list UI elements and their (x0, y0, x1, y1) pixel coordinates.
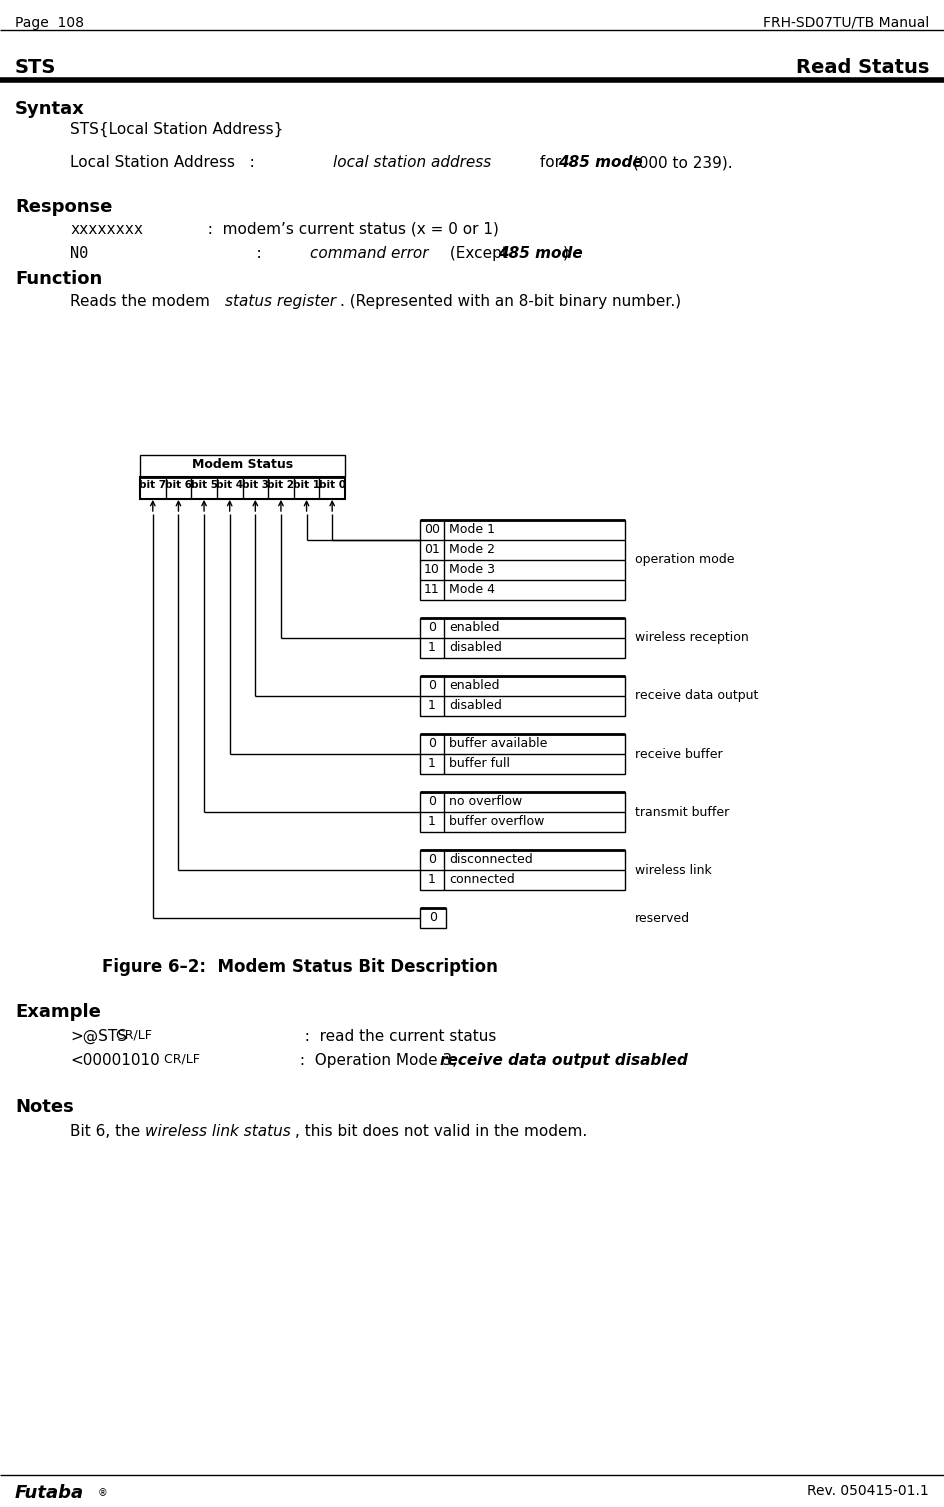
Text: Figure 6–2:  Modem Status Bit Description: Figure 6–2: Modem Status Bit Description (102, 958, 497, 977)
Text: connected: connected (449, 873, 514, 886)
Text: Syntax: Syntax (15, 99, 85, 118)
Text: bit 2: bit 2 (267, 481, 295, 490)
Text: bit 4: bit 4 (216, 481, 244, 490)
Bar (420, 618, 625, 659)
Text: 1: 1 (428, 815, 436, 827)
Text: 485 mode: 485 mode (558, 155, 643, 170)
Text: STS{Local Station Address}: STS{Local Station Address} (70, 122, 283, 137)
Text: Mode 1: Mode 1 (449, 523, 495, 536)
Text: local station address: local station address (333, 155, 491, 170)
Text: wireless link status: wireless link status (145, 1124, 291, 1139)
Text: bit 6: bit 6 (165, 481, 192, 490)
Text: 1: 1 (428, 699, 436, 711)
Text: transmit buffer: transmit buffer (635, 806, 730, 818)
Text: CR/LF: CR/LF (160, 1053, 200, 1065)
Text: 485 mode: 485 mode (498, 246, 582, 261)
Text: 11: 11 (424, 583, 440, 595)
Bar (140, 478, 345, 499)
Text: Rev. 050415-01.1: Rev. 050415-01.1 (807, 1484, 929, 1498)
Text: enabled: enabled (449, 680, 499, 692)
Text: CR/LF: CR/LF (112, 1029, 152, 1041)
Text: Futaba: Futaba (15, 1484, 84, 1502)
Text: Bit 6, the: Bit 6, the (70, 1124, 145, 1139)
Text: 1: 1 (428, 873, 436, 886)
Text: status register: status register (225, 294, 336, 309)
Text: bit 7: bit 7 (140, 481, 166, 490)
Text: Mode 4: Mode 4 (449, 583, 495, 595)
Text: :  Operation Mode 3,: : Operation Mode 3, (295, 1053, 462, 1068)
Text: Response: Response (15, 197, 112, 216)
Text: N0: N0 (70, 246, 88, 261)
Text: receive data output: receive data output (635, 690, 758, 702)
Bar (140, 455, 345, 478)
Text: <00001010: <00001010 (70, 1053, 160, 1068)
Text: disconnected: disconnected (449, 853, 532, 867)
Text: 0: 0 (428, 853, 436, 867)
Bar (420, 520, 625, 600)
Text: bit 3: bit 3 (242, 481, 269, 490)
Bar (420, 677, 625, 716)
Text: 0: 0 (428, 737, 436, 750)
Text: buffer available: buffer available (449, 737, 548, 750)
Text: 10: 10 (424, 564, 440, 576)
Text: receive data output disabled: receive data output disabled (440, 1053, 688, 1068)
Text: Notes: Notes (15, 1099, 74, 1117)
Text: no overflow: no overflow (449, 796, 522, 808)
Text: disabled: disabled (449, 699, 502, 711)
Text: command error: command error (310, 246, 429, 261)
Text: operation mode: operation mode (635, 553, 734, 567)
Text: disabled: disabled (449, 640, 502, 654)
Text: wireless reception: wireless reception (635, 631, 749, 645)
Text: buffer full: buffer full (449, 757, 510, 770)
Text: 01: 01 (424, 543, 440, 556)
Bar (420, 909, 446, 928)
Text: enabled: enabled (449, 621, 499, 634)
Text: ): ) (563, 246, 569, 261)
Text: Function: Function (15, 270, 102, 288)
Text: , this bit does not valid in the modem.: , this bit does not valid in the modem. (295, 1124, 587, 1139)
Text: (000 to 239).: (000 to 239). (628, 155, 733, 170)
Text: bit 0: bit 0 (319, 481, 346, 490)
Text: . (Represented with an 8-bit binary number.): . (Represented with an 8-bit binary numb… (340, 294, 682, 309)
Text: 0: 0 (428, 796, 436, 808)
Bar (420, 793, 625, 832)
Text: :  modem’s current status (x = 0 or 1): : modem’s current status (x = 0 or 1) (198, 222, 498, 237)
Text: bit 5: bit 5 (191, 481, 217, 490)
Text: ®: ® (98, 1487, 108, 1498)
Text: 0: 0 (429, 912, 437, 924)
Text: buffer overflow: buffer overflow (449, 815, 545, 827)
Text: 0: 0 (428, 680, 436, 692)
Text: wireless link: wireless link (635, 864, 712, 877)
Text: bit 1: bit 1 (293, 481, 320, 490)
Text: :: : (198, 246, 271, 261)
Text: receive buffer: receive buffer (635, 747, 722, 761)
Text: Mode 2: Mode 2 (449, 543, 495, 556)
Text: Page  108: Page 108 (15, 17, 84, 30)
Text: Mode 3: Mode 3 (449, 564, 495, 576)
Text: 00: 00 (424, 523, 440, 536)
Text: Local Station Address   :: Local Station Address : (70, 155, 264, 170)
Text: reserved: reserved (635, 912, 690, 924)
Text: Example: Example (15, 1004, 101, 1022)
Text: 1: 1 (428, 757, 436, 770)
Text: (Except: (Except (445, 246, 513, 261)
Text: 1: 1 (428, 640, 436, 654)
Text: Read Status: Read Status (796, 57, 929, 77)
Text: FRH-SD07TU/TB Manual: FRH-SD07TU/TB Manual (763, 17, 929, 30)
Text: >@STS: >@STS (70, 1029, 127, 1044)
Text: xxxxxxxx: xxxxxxxx (70, 222, 143, 237)
Text: Modem Status: Modem Status (192, 458, 293, 472)
Text: 0: 0 (428, 621, 436, 634)
Text: for: for (535, 155, 565, 170)
Text: :  read the current status: : read the current status (295, 1029, 497, 1044)
Bar (420, 850, 625, 891)
Text: STS: STS (15, 57, 57, 77)
Text: Reads the modem: Reads the modem (70, 294, 214, 309)
Bar (420, 734, 625, 775)
